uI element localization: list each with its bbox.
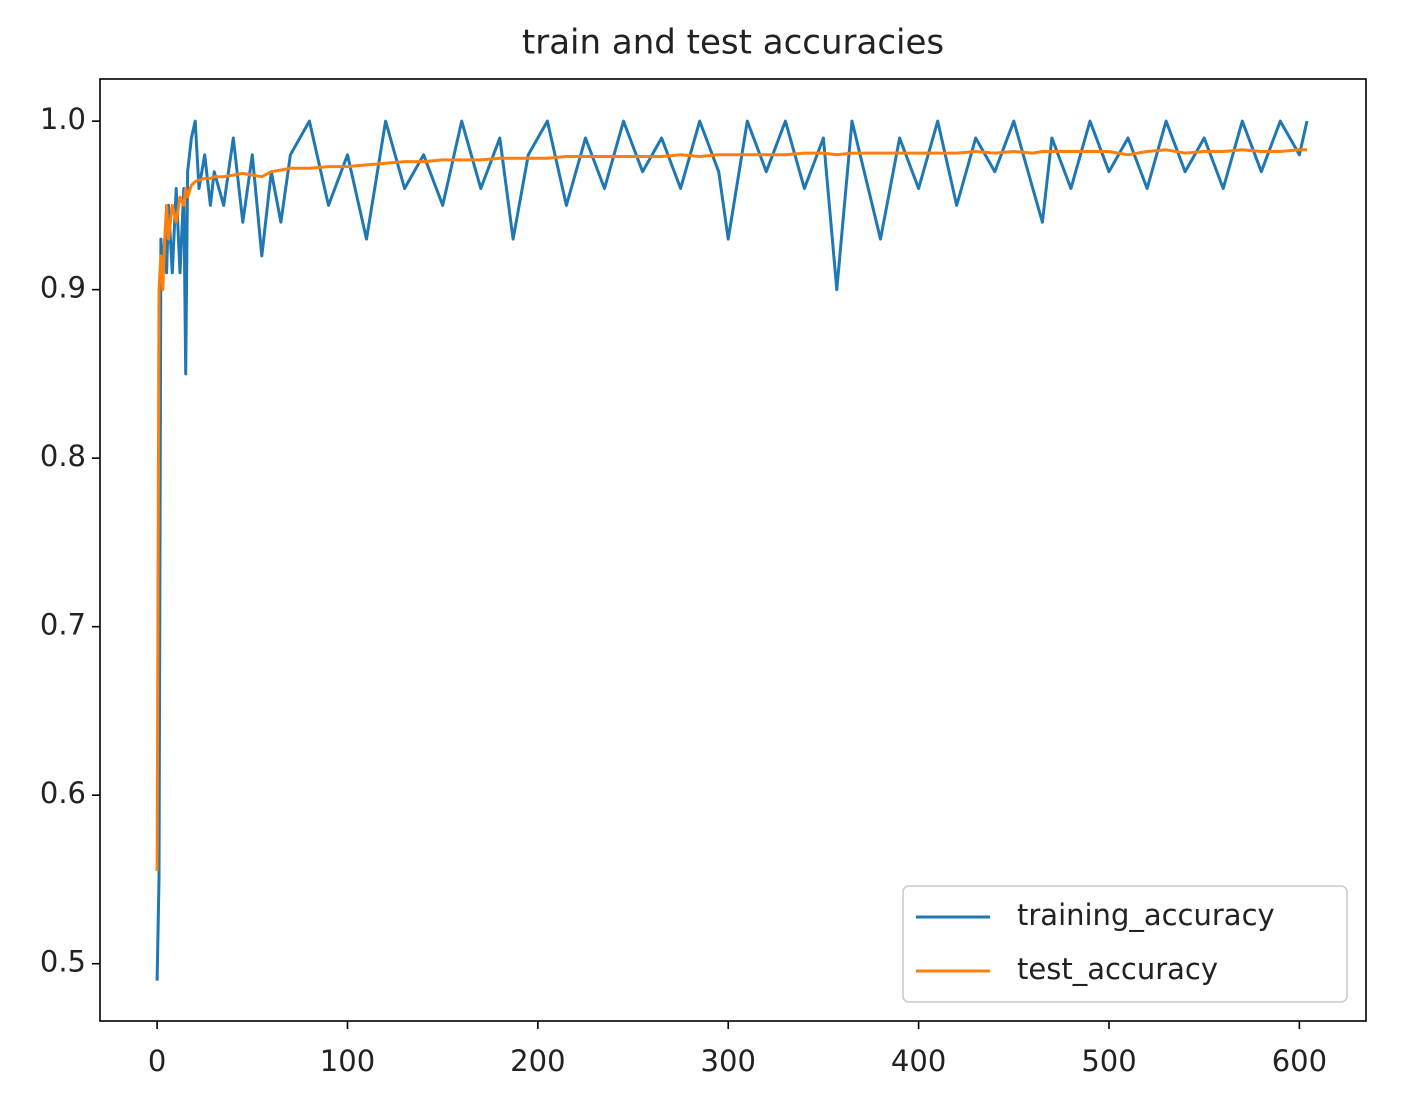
x-tick-label: 400 [891, 1044, 946, 1078]
x-tick-label: 300 [701, 1044, 756, 1078]
x-tick-label: 600 [1272, 1044, 1327, 1078]
x-tick-label: 100 [320, 1044, 375, 1078]
x-tick-label: 0 [148, 1044, 166, 1078]
y-tick-label: 0.5 [40, 945, 86, 979]
series-line [155, 148, 1307, 872]
x-tick-label: 200 [510, 1044, 565, 1078]
y-tick-label: 0.8 [40, 439, 86, 473]
y-tick-label: 0.9 [40, 271, 86, 305]
legend-label: training_accuracy [1017, 898, 1275, 932]
chart-title: train and test accuracies [522, 23, 944, 63]
series-line [155, 119, 1309, 981]
y-tick-label: 0.7 [40, 608, 86, 642]
y-tick-label: 1.0 [40, 102, 86, 136]
x-tick-label: 500 [1081, 1044, 1136, 1078]
legend-box [902, 885, 1348, 1003]
y-tick-label: 0.6 [40, 776, 86, 810]
plot-frame [99, 78, 1367, 1022]
legend-label: test_accuracy [1017, 952, 1218, 986]
